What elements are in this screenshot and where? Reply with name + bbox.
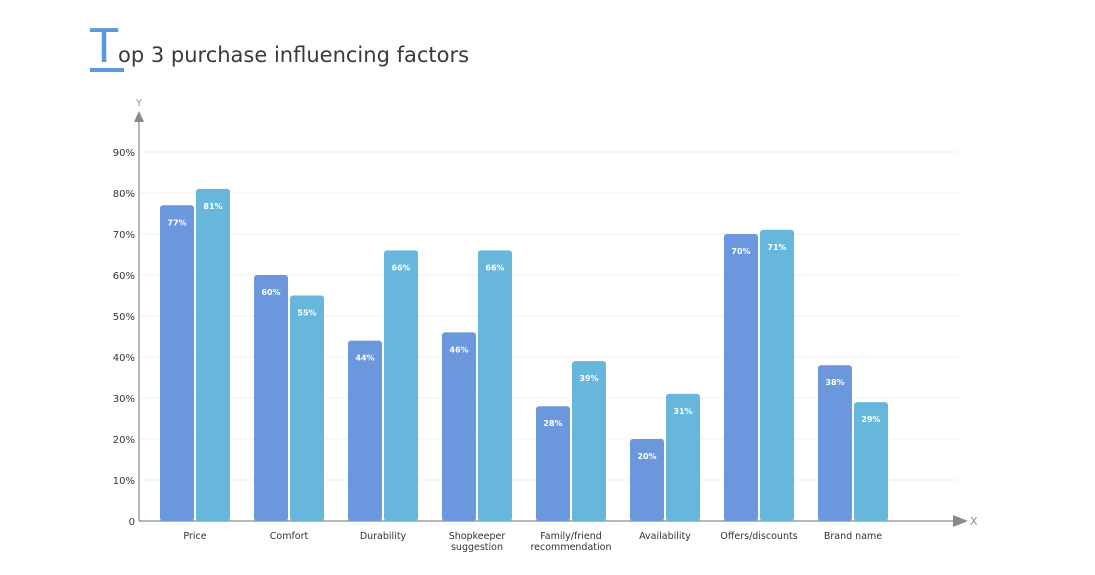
y-tick-label: 0 — [129, 517, 135, 528]
bar — [290, 295, 324, 521]
y-tick-label: 70% — [113, 230, 135, 241]
bar — [854, 402, 888, 521]
x-tick-label: Brand name — [824, 531, 882, 542]
data-label: 55% — [297, 309, 316, 318]
data-label: 81% — [203, 202, 222, 211]
bar — [630, 439, 664, 521]
data-label: 70% — [731, 247, 750, 256]
bar — [666, 393, 700, 521]
bar — [724, 234, 758, 521]
y-tick-label: 30% — [113, 394, 135, 405]
data-label: 46% — [449, 345, 468, 354]
x-tick-label: Price — [183, 531, 206, 542]
x-tick-label: Family/friend — [540, 531, 602, 542]
y-tick-label: 60% — [113, 271, 135, 282]
bar — [348, 340, 382, 521]
x-tick-label: Availability — [639, 531, 691, 542]
x-tick-label: recommendation — [530, 542, 611, 553]
data-label: 77% — [167, 218, 186, 227]
y-tick-label: 20% — [113, 435, 135, 446]
bar — [442, 332, 476, 521]
bar — [818, 365, 852, 521]
x-axis-label: X — [970, 515, 978, 528]
y-tick-label: 50% — [113, 312, 135, 323]
data-label: 28% — [543, 419, 562, 428]
y-axis-arrow — [134, 111, 144, 122]
y-tick-label: 10% — [113, 476, 135, 487]
bar — [196, 188, 230, 521]
x-axis-arrow — [953, 515, 968, 527]
bar — [384, 250, 418, 521]
y-axis-label: Y — [135, 98, 143, 109]
x-tick-label: Offers/discounts — [720, 531, 797, 542]
data-label: 39% — [579, 374, 598, 383]
bar — [254, 275, 288, 521]
x-tick-label: Shopkeeper — [449, 531, 506, 542]
data-label: 20% — [637, 452, 656, 461]
y-tick-label: 90% — [113, 148, 135, 159]
x-tick-label: Comfort — [270, 531, 309, 542]
title-underline — [90, 68, 124, 72]
data-label: 44% — [355, 354, 374, 363]
title-text: op 3 purchase influencing factors — [118, 43, 470, 67]
data-label: 60% — [261, 288, 280, 297]
data-label: 66% — [391, 263, 410, 272]
bar — [478, 250, 512, 521]
y-tick-label: 40% — [113, 353, 135, 364]
bar — [760, 229, 794, 521]
data-label: 31% — [673, 407, 692, 416]
x-tick-label: suggestion — [451, 542, 503, 553]
title-initial-letter: T — [90, 19, 119, 73]
bar — [536, 406, 570, 521]
data-label: 29% — [861, 415, 880, 424]
bar — [572, 361, 606, 521]
bar — [160, 205, 194, 522]
data-label: 38% — [825, 378, 844, 387]
y-tick-label: 80% — [113, 189, 135, 200]
data-label: 71% — [767, 243, 786, 252]
data-label: 66% — [485, 263, 504, 272]
x-tick-label: Durability — [360, 531, 407, 542]
